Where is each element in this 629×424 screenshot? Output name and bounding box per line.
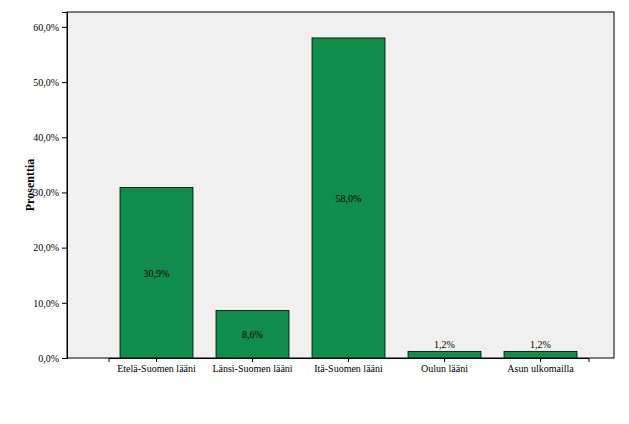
y-tick: 50,0% bbox=[33, 77, 67, 88]
x-tick-mark bbox=[348, 358, 349, 362]
x-tick-label: Etelä-Suomen lääni bbox=[117, 363, 196, 374]
x-axis: Etelä-Suomen lääni Länsi-Suomen lääni Itä-… bbox=[109, 358, 589, 374]
x-tick-label: Länsi-Suomen lääni bbox=[212, 363, 292, 374]
y-tick-mark bbox=[62, 358, 67, 359]
y-tick-label: 10,0% bbox=[33, 298, 59, 309]
data-label: 1,2% bbox=[434, 339, 455, 350]
x-tick-mark bbox=[444, 358, 445, 362]
y-tick-label: 30,0% bbox=[33, 187, 59, 198]
x-axis-line bbox=[109, 359, 589, 363]
y-tick-label: 0,0% bbox=[38, 353, 59, 364]
x-tick-label: Asun ulkomailla bbox=[507, 363, 574, 374]
y-axis-title: Prosenttia bbox=[23, 159, 37, 211]
y-tick-mark bbox=[62, 303, 67, 304]
y-axis-line bbox=[62, 13, 68, 359]
x-tick: Asun ulkomailla bbox=[507, 358, 574, 374]
y-tick: 60,0% bbox=[33, 22, 67, 33]
x-tick: Etelä-Suomen lääni bbox=[117, 358, 196, 374]
data-label: 8,6% bbox=[242, 329, 263, 340]
y-tick-mark bbox=[62, 248, 67, 249]
y-tick: 10,0% bbox=[33, 298, 67, 309]
y-tick: 40,0% bbox=[33, 132, 67, 143]
data-label: 1,2% bbox=[530, 339, 551, 350]
data-label: 58,0% bbox=[336, 193, 362, 204]
x-tick-mark bbox=[156, 358, 157, 362]
y-tick-mark bbox=[62, 192, 67, 193]
x-tick-mark bbox=[252, 358, 253, 362]
bar bbox=[216, 311, 289, 358]
y-tick-mark bbox=[62, 137, 67, 138]
y-tick: 20,0% bbox=[33, 242, 67, 253]
y-axis: 0,0% 10,0% 20,0% 30,0% 40,0% 50,0% 60,0% bbox=[33, 13, 67, 364]
bar bbox=[312, 38, 385, 358]
x-tick-label: Itä-Suomen lääni bbox=[314, 363, 383, 374]
chart: 0,0% 10,0% 20,0% 30,0% 40,0% 50,0% 60,0% Etelä-… bbox=[0, 0, 629, 424]
data-label: 30,9% bbox=[144, 268, 170, 279]
bar bbox=[120, 187, 193, 358]
x-tick-mark bbox=[540, 358, 541, 362]
bar bbox=[408, 351, 481, 358]
y-tick-label: 40,0% bbox=[33, 132, 59, 143]
y-tick-mark bbox=[62, 27, 67, 28]
bars bbox=[120, 38, 577, 358]
y-tick-label: 20,0% bbox=[33, 242, 59, 253]
y-tick-label: 50,0% bbox=[33, 77, 59, 88]
y-tick: 30,0% bbox=[33, 187, 67, 198]
y-tick-mark bbox=[62, 82, 67, 83]
x-tick: Oulun lääni bbox=[421, 358, 468, 374]
data-labels: 30,9% 8,6% 58,0% 1,2% 1,2% bbox=[144, 193, 551, 350]
y-tick-label: 60,0% bbox=[33, 22, 59, 33]
x-tick-label: Oulun lääni bbox=[421, 363, 468, 374]
plot-frame bbox=[67, 12, 614, 358]
x-tick: Itä-Suomen lääni bbox=[314, 358, 383, 374]
x-tick: Länsi-Suomen lääni bbox=[212, 358, 292, 374]
bar bbox=[504, 351, 577, 358]
y-tick: 0,0% bbox=[38, 353, 67, 364]
